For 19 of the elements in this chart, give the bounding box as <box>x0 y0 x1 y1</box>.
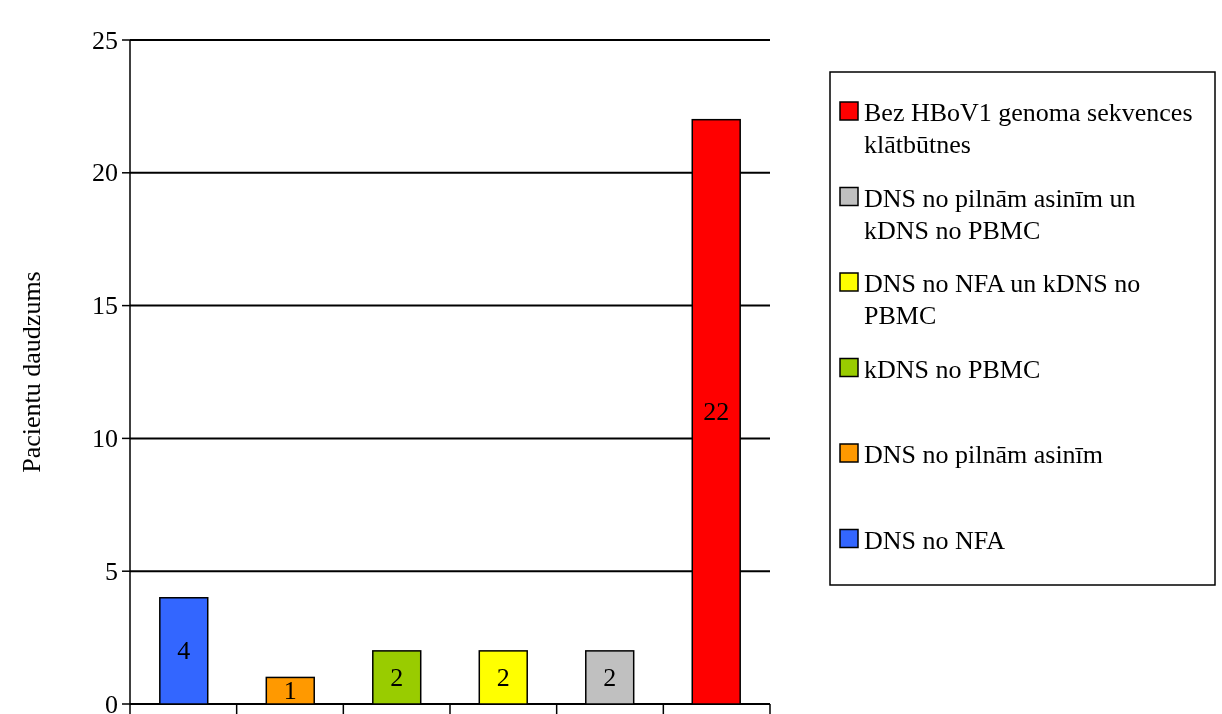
data-label: 1 <box>283 676 297 706</box>
legend-label: DNS no pilnām asinīm <box>864 439 1104 469</box>
y-tick-label: 0 <box>105 689 118 714</box>
y-tick-label: 5 <box>105 556 118 586</box>
data-label: 4 <box>177 636 191 666</box>
y-tick-label: 25 <box>92 25 118 55</box>
data-label: 22 <box>703 397 730 427</box>
data-label: 2 <box>390 662 404 692</box>
legend-label: DNS no NFA un kDNS no PBMC <box>864 268 1141 330</box>
data-label: 2 <box>603 662 617 692</box>
legend-label: kDNS no PBMC <box>864 354 1041 383</box>
y-tick-label: 10 <box>92 423 118 453</box>
legend-label: DNS no pilnām asinīm un kDNS no PBMC <box>864 183 1136 244</box>
legend-label: Bez HBoV1 genoma sekvences klātbūtnes <box>864 97 1193 159</box>
y-tick-label: 20 <box>92 158 118 188</box>
y-tick-label: 15 <box>92 291 118 321</box>
legend-label: DNS no NFA <box>864 525 1006 554</box>
y-axis-title: Pacientu daudzums <box>17 271 46 473</box>
data-label: 2 <box>496 662 510 692</box>
